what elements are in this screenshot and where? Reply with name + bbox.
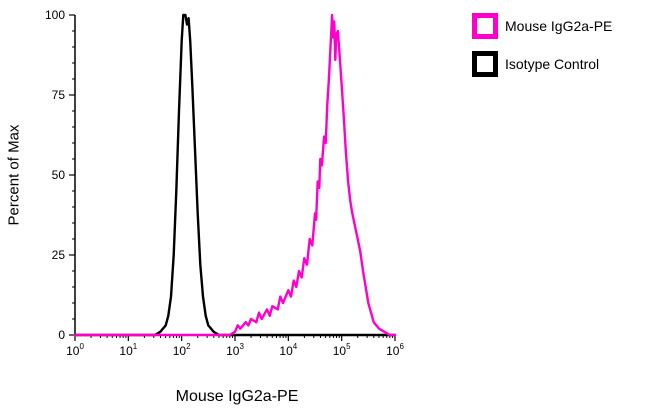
- legend: Mouse IgG2a-PE Isotype Control: [472, 13, 612, 89]
- x-tick-label: 105: [333, 342, 351, 358]
- y-tick-label: 50: [52, 168, 66, 182]
- x-tick-label: 102: [173, 342, 191, 358]
- x-tick-label: 106: [386, 342, 404, 358]
- curve-isotype-control: [73, 13, 397, 337]
- curve-mouse-igg2a-pe: [73, 13, 397, 337]
- y-tick-label: 75: [52, 88, 66, 102]
- x-tick-label: 103: [226, 342, 244, 358]
- legend-label-sample: Mouse IgG2a-PE: [505, 18, 613, 34]
- y-tick-label: 25: [52, 248, 66, 262]
- y-axis-label: Percent of Max: [5, 124, 23, 226]
- x-tick-label: 100: [66, 342, 84, 358]
- y-tick-label: 0: [58, 328, 65, 342]
- x-axis-label: Mouse IgG2a-PE: [175, 388, 299, 405]
- legend-swatch-isotype-icon: [472, 51, 498, 77]
- legend-item-isotype: Isotype Control: [472, 51, 612, 77]
- x-tick-label: 101: [119, 342, 137, 358]
- x-tick-label: 104: [279, 342, 297, 358]
- legend-label-isotype: Isotype Control: [505, 56, 600, 72]
- legend-item-sample: Mouse IgG2a-PE: [472, 13, 612, 39]
- y-tick-label: 100: [45, 8, 65, 22]
- legend-swatch-sample-icon: [472, 13, 498, 39]
